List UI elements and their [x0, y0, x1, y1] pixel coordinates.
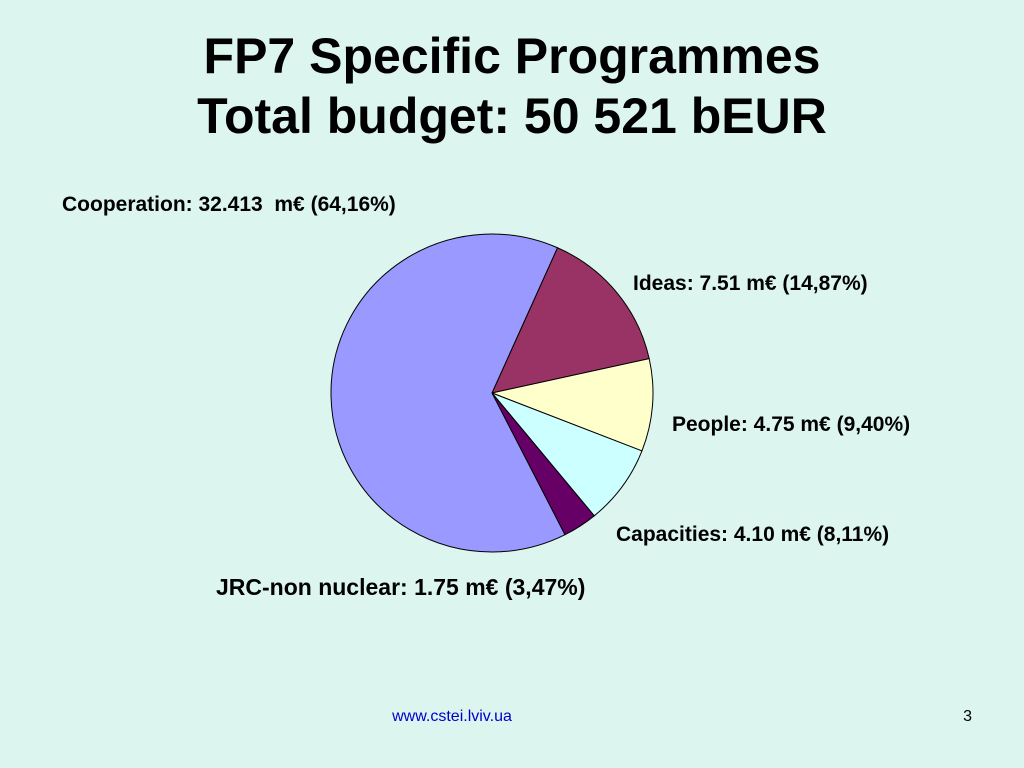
- pie-slice-ideas: [491, 247, 650, 394]
- pie-chart: [330, 233, 654, 553]
- label-capacities: Capacities: 4.10 m€ (8,11%): [616, 523, 890, 546]
- pie-slice-people: [491, 358, 654, 452]
- label-people: People: 4.75 m€ (9,40%): [672, 413, 911, 436]
- label-cooperation: Cooperation: 32.413 m€ (64,16%): [62, 193, 396, 216]
- title-line-2: Total budget: 50 521 bEUR: [197, 88, 827, 144]
- page-number: 3: [963, 708, 972, 725]
- label-jrc-non-nuclear: JRC-non nuclear: 1.75 m€ (3,47%): [216, 574, 586, 600]
- label-ideas: Ideas: 7.51 m€ (14,87%): [633, 272, 868, 295]
- title-line-1: FP7 Specific Programmes: [203, 28, 821, 84]
- footer-url[interactable]: www.cstei.lviv.ua: [392, 708, 512, 725]
- slide-title: FP7 Specific Programmes Total budget: 50…: [0, 26, 1024, 146]
- pie-slice-cooperation: [330, 233, 566, 553]
